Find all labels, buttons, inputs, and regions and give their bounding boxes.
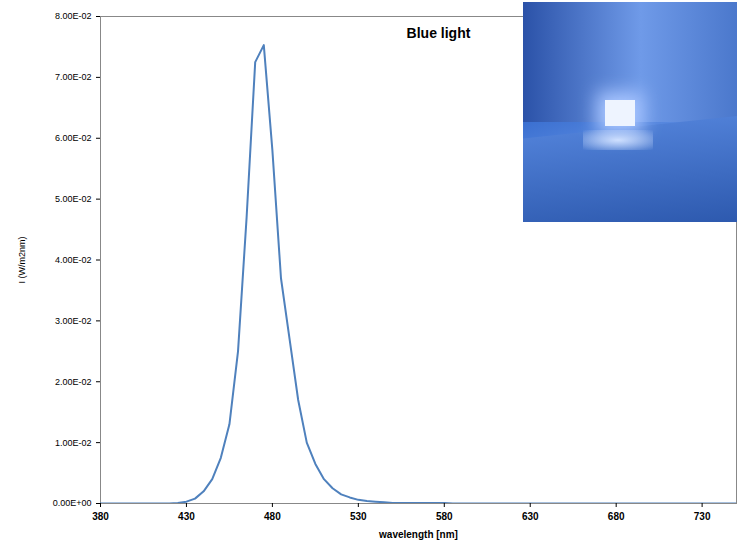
svg-text:630: 630	[522, 511, 539, 522]
svg-text:Blue light: Blue light	[407, 25, 471, 41]
svg-text:4.00E-02: 4.00E-02	[55, 255, 92, 265]
svg-text:1.00E-02: 1.00E-02	[55, 438, 92, 448]
svg-text:730: 730	[694, 511, 711, 522]
svg-text:8.00E-02: 8.00E-02	[55, 11, 92, 21]
svg-text:380: 380	[92, 511, 109, 522]
svg-text:5.00E-02: 5.00E-02	[55, 194, 92, 204]
svg-text:0.00E+00: 0.00E+00	[53, 498, 92, 508]
svg-text:I (W/m2nm): I (W/m2nm)	[17, 237, 27, 284]
svg-text:480: 480	[264, 511, 281, 522]
svg-text:6.00E-02: 6.00E-02	[55, 133, 92, 143]
svg-text:3.00E-02: 3.00E-02	[55, 316, 92, 326]
svg-text:2.00E-02: 2.00E-02	[55, 377, 92, 387]
svg-text:7.00E-02: 7.00E-02	[55, 72, 92, 82]
svg-text:430: 430	[178, 511, 195, 522]
svg-text:wavelength [nm]: wavelength [nm]	[378, 529, 458, 540]
svg-text:530: 530	[350, 511, 367, 522]
svg-text:580: 580	[436, 511, 453, 522]
svg-text:680: 680	[608, 511, 625, 522]
